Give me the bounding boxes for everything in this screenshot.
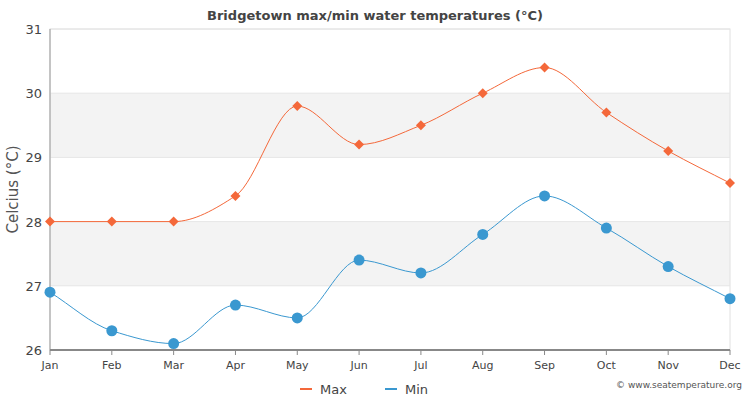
- y-tick-label: 31: [25, 22, 42, 37]
- grid-line: [50, 29, 730, 30]
- x-tick-label: Oct: [597, 359, 617, 372]
- y-tick-label: 26: [25, 343, 42, 358]
- grid-line: [50, 285, 730, 286]
- x-tick: [50, 350, 51, 355]
- point: [292, 312, 303, 323]
- grid-band: [50, 222, 730, 286]
- x-tick: [730, 350, 731, 355]
- grid-line: [50, 157, 730, 158]
- point: [601, 107, 611, 117]
- x-tick-label: Jul: [413, 359, 427, 372]
- point: [169, 217, 179, 227]
- x-tick: [297, 350, 298, 355]
- legend-label: Max: [320, 382, 347, 397]
- y-tick-label: 27: [25, 279, 42, 294]
- x-tick: [173, 350, 174, 355]
- y-axis: [50, 29, 51, 350]
- point: [415, 267, 426, 278]
- legend-item: Min: [385, 382, 428, 397]
- x-tick-label: Mar: [163, 359, 184, 372]
- source: © www.seatemperature.org: [616, 380, 742, 390]
- x-tick-label: Apr: [226, 359, 246, 372]
- point: [106, 325, 117, 336]
- point: [539, 190, 550, 201]
- point: [663, 146, 673, 156]
- x-tick: [420, 350, 421, 355]
- x-tick: [482, 350, 483, 355]
- point: [354, 140, 364, 150]
- x-axis: [50, 349, 730, 351]
- point: [354, 255, 365, 266]
- x-tick-label: Feb: [102, 359, 121, 372]
- point: [601, 223, 612, 234]
- grid-band: [50, 93, 730, 157]
- point: [416, 120, 426, 130]
- x-tick-label: Aug: [472, 359, 493, 372]
- y-axis-label: Celcius (°C): [4, 145, 22, 233]
- x-tick: [606, 350, 607, 355]
- point: [230, 191, 240, 201]
- point: [292, 101, 302, 111]
- x-tick-label: Nov: [657, 359, 679, 372]
- legend-swatch: [385, 388, 397, 390]
- y-tick-label: 29: [25, 150, 42, 165]
- y-tick-label: 28: [25, 215, 42, 230]
- x-tick-label: Dec: [719, 359, 740, 372]
- legend-item: Max: [300, 382, 347, 397]
- legend-label: Min: [405, 382, 428, 397]
- point: [663, 261, 674, 272]
- y-tick-label: 30: [25, 86, 42, 101]
- x-tick-label: Jun: [349, 359, 367, 372]
- point: [477, 229, 488, 240]
- series-line: [50, 196, 730, 344]
- chart: 26 27 28 29 30 31 Jan Feb Mar Apr May Jun Jul Aug Sep O…: [0, 0, 750, 400]
- x-tick-label: Jan: [41, 359, 59, 372]
- point: [540, 63, 550, 73]
- grid-line: [50, 93, 730, 94]
- point: [168, 338, 179, 349]
- plot-area: [45, 63, 736, 350]
- x-tick: [111, 350, 112, 355]
- x-tick: [544, 350, 545, 355]
- point: [478, 88, 488, 98]
- x-tick-label: May: [286, 359, 309, 372]
- point: [45, 287, 56, 298]
- grid-line: [50, 350, 730, 351]
- x-tick: [668, 350, 669, 355]
- series-line: [50, 68, 730, 222]
- x-tick: [359, 350, 360, 355]
- point: [45, 217, 55, 227]
- x-tick: [235, 350, 236, 355]
- point: [725, 293, 736, 304]
- legend-swatch: [300, 388, 312, 390]
- point: [107, 217, 117, 227]
- x-tick-label: Sep: [534, 359, 555, 372]
- point: [725, 178, 735, 188]
- plot-frame: [50, 29, 730, 350]
- point: [230, 300, 241, 311]
- title: Bridgetown max/min water temperatures (°…: [207, 8, 543, 23]
